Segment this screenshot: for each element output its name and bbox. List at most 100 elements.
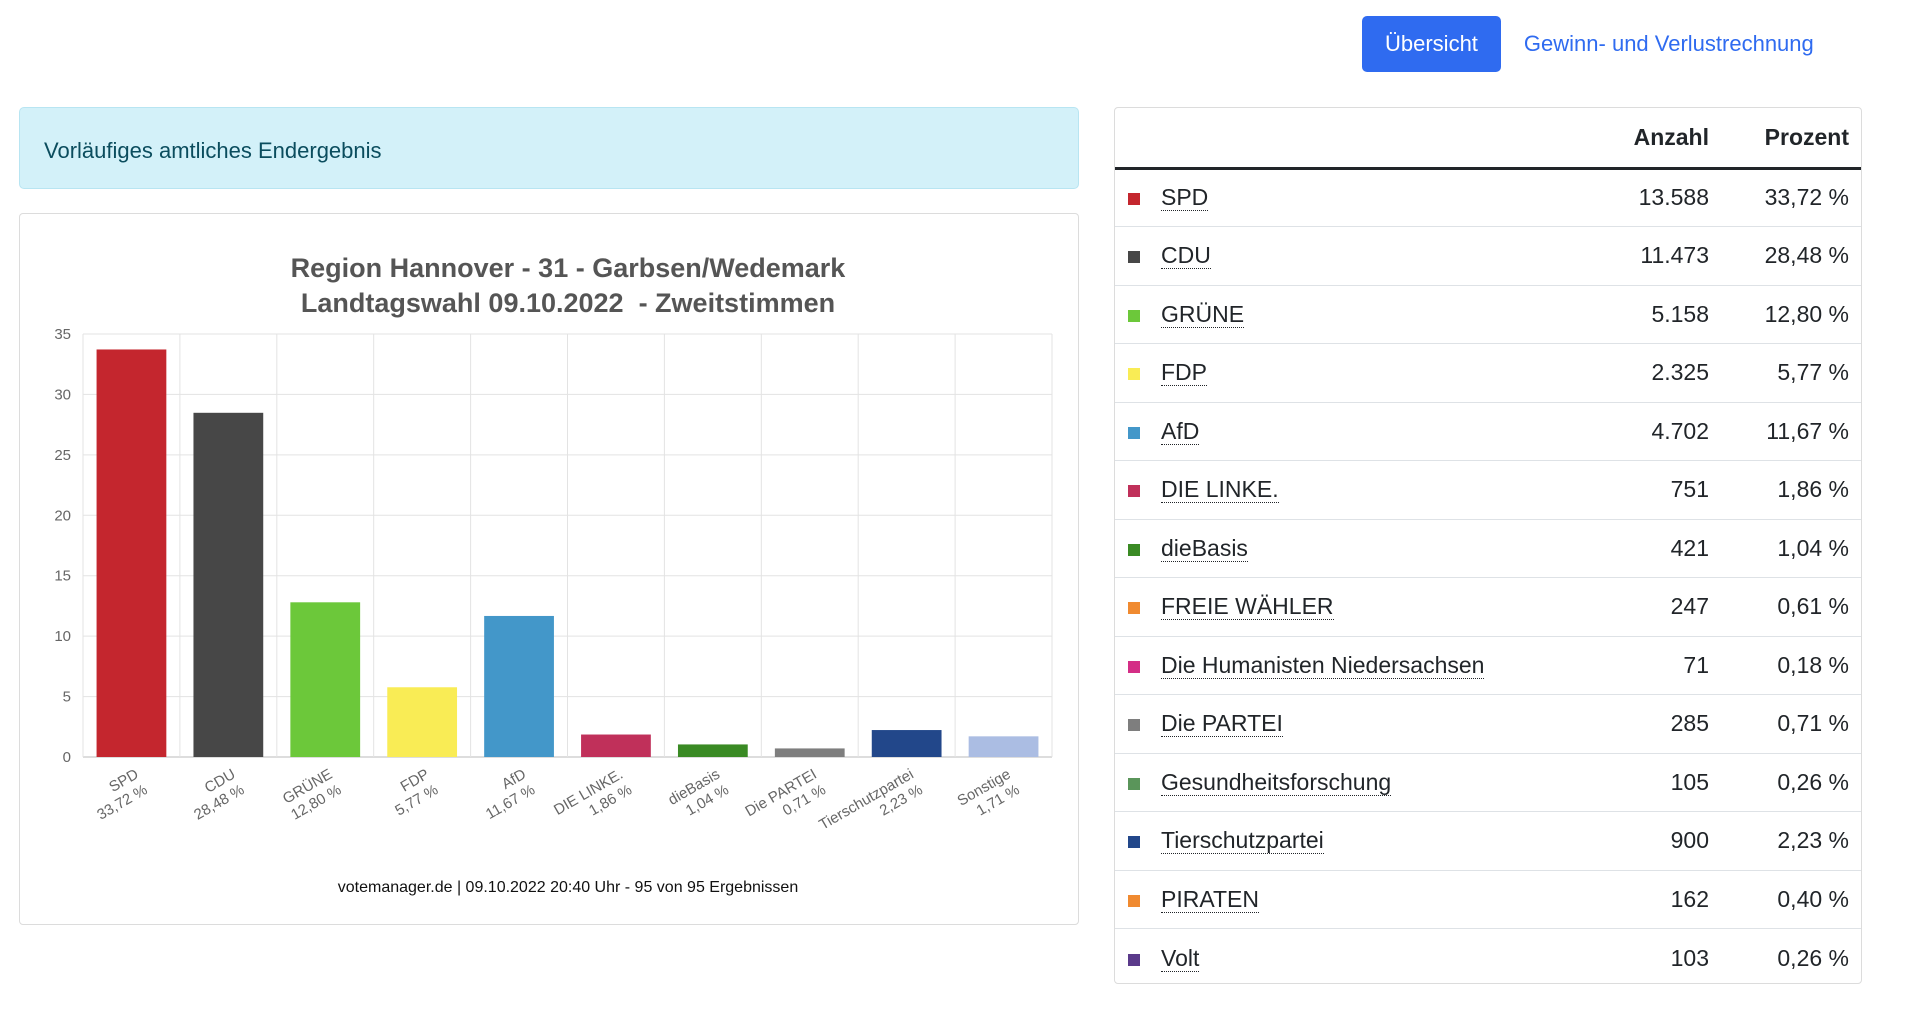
party-name-cell: DIE LINKE. [1161,460,1581,520]
vote-percent: 33,72 % [1721,168,1861,227]
party-name-cell: PIRATEN [1161,870,1581,929]
table-row: dieBasis 421 1,04 % [1115,519,1861,578]
bar [968,736,1039,757]
top-nav: Übersicht Gewinn- und Verlustrechnung [1362,16,1814,72]
party-link[interactable]: FREIE WÄHLER [1161,593,1334,621]
bar [871,730,942,757]
table-row: SPD 13.588 33,72 % [1115,168,1861,227]
vote-percent: 0,40 % [1721,870,1861,929]
header-percent: Prozent [1721,108,1861,170]
table-header-row: Anzahl Prozent [1115,108,1861,170]
header-count: Anzahl [1581,108,1721,170]
party-link[interactable]: Tierschutzpartei [1161,827,1324,855]
party-name-cell: FDP [1161,343,1581,403]
vote-count: 5.158 [1581,285,1721,344]
y-tick-label: 5 [63,689,71,706]
vote-count: 285 [1581,694,1721,754]
bar [387,687,458,757]
chart-title: Region Hannover - 31 - Garbsen/Wedemark [291,253,847,283]
vote-count: 71 [1581,636,1721,695]
party-name-cell: GRÜNE [1161,285,1581,344]
color-square [1128,953,1140,966]
party-color-swatch [1115,753,1161,812]
vote-percent: 28,48 % [1721,226,1861,286]
header-color [1115,108,1161,170]
party-color-swatch [1115,811,1161,871]
party-name-cell: Gesundheitsforschung [1161,753,1581,812]
vote-count: 900 [1581,811,1721,871]
chart-footer: votemanager.de | 09.10.2022 20:40 Uhr - … [338,879,798,896]
party-name-cell: CDU [1161,226,1581,286]
vote-percent: 0,61 % [1721,577,1861,637]
vote-count: 162 [1581,870,1721,929]
vote-count: 11.473 [1581,226,1721,286]
party-color-swatch [1115,285,1161,344]
party-link[interactable]: FDP [1161,359,1207,387]
y-tick-label: 15 [54,568,71,585]
table-row: CDU 11.473 28,48 % [1115,226,1861,286]
party-link[interactable]: Die Humanisten Niedersachsen [1161,651,1485,679]
party-link[interactable]: CDU [1161,242,1211,270]
bar [774,748,845,757]
vote-percent: 1,86 % [1721,460,1861,520]
bar [290,602,361,757]
party-color-swatch [1115,343,1161,403]
party-color-swatch [1115,929,1161,988]
party-link[interactable]: dieBasis [1161,534,1248,562]
party-link[interactable]: SPD [1161,184,1209,212]
party-link[interactable]: PIRATEN [1161,885,1259,913]
party-name-cell: Volt [1161,929,1581,988]
overview-button[interactable]: Übersicht [1362,16,1501,72]
table-row: Gesundheitsforschung 105 0,26 % [1115,753,1861,812]
table-row: Die Humanisten Niedersachsen 71 0,18 % [1115,636,1861,695]
party-link[interactable]: Die PARTEI [1161,710,1283,738]
party-color-swatch [1115,402,1161,461]
bar [96,349,167,757]
party-color-swatch [1115,460,1161,520]
party-name-cell: Tierschutzpartei [1161,811,1581,871]
party-name-cell: FREIE WÄHLER [1161,577,1581,637]
vote-percent: 0,26 % [1721,753,1861,812]
color-square [1128,602,1140,615]
party-link[interactable]: GRÜNE [1161,300,1245,328]
party-link[interactable]: Volt [1161,944,1200,972]
table-row: FDP 2.325 5,77 % [1115,343,1861,403]
table-row: GRÜNE 5.158 12,80 % [1115,285,1861,344]
vote-percent: 1,04 % [1721,519,1861,578]
vote-percent: 0,26 % [1777,944,1849,971]
color-square [1128,485,1140,498]
header-party [1161,108,1581,170]
vote-percent: 2,23 % [1721,811,1861,871]
results-table-card: Anzahl Prozent SPD 13.588 33,72 % CDU 11.473… [1114,107,1862,984]
vote-count: 103 [1670,944,1709,971]
party-color-swatch [1115,694,1161,754]
results-bar-chart: Region Hannover - 31 - Garbsen/Wedemark … [54,253,1053,896]
table-row: AfD 4.702 11,67 % [1115,402,1861,461]
bar [484,615,554,757]
party-color-swatch [1115,168,1161,227]
bar [581,734,651,757]
party-link[interactable]: Gesundheitsforschung [1161,768,1392,796]
party-color-swatch [1115,636,1161,695]
party-link[interactable]: AfD [1161,417,1200,445]
pl-statement-link[interactable]: Gewinn- und Verlustrechnung [1523,31,1814,56]
party-link[interactable]: DIE LINKE. [1161,476,1279,504]
color-square [1128,836,1140,849]
bar [677,744,748,757]
party-color-swatch [1115,519,1161,578]
color-square [1128,543,1140,556]
table-row: DIE LINKE. 751 1,86 % [1115,460,1861,520]
chart-card: Region Hannover - 31 - Garbsen/Wedemark … [19,213,1079,925]
table-row: Die PARTEI 285 0,71 % [1115,694,1861,754]
color-square [1128,777,1140,790]
vote-count: 105 [1581,753,1721,812]
vote-count: 247 [1581,577,1721,637]
y-tick-label: 25 [54,447,71,464]
color-square [1128,894,1140,907]
